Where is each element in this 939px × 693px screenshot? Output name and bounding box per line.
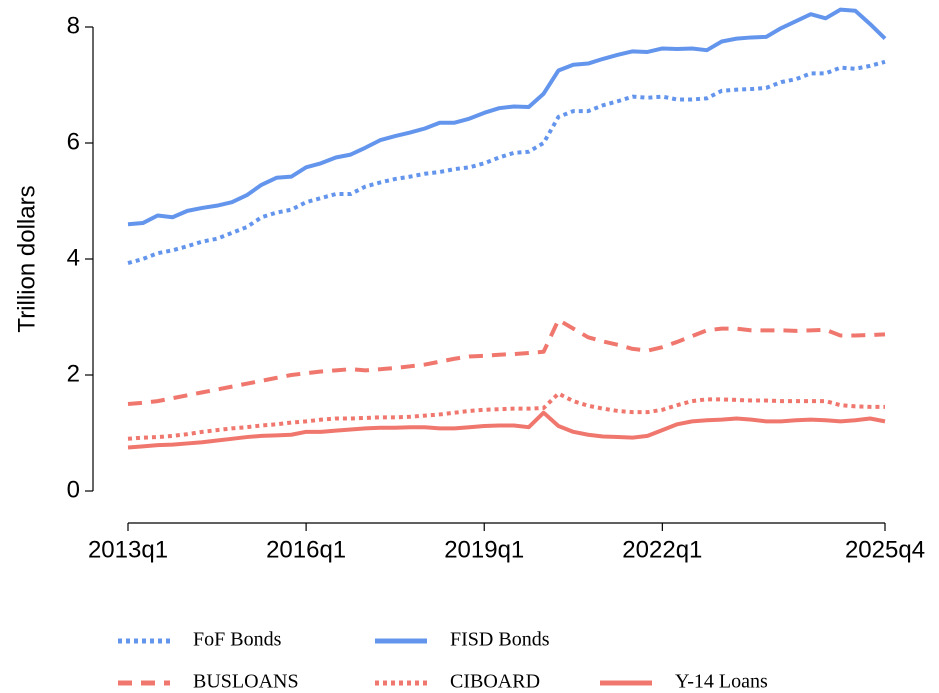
x-tick-label: 2019q1 [444,536,524,563]
legend-label: Y-14 Loans [675,671,768,693]
line-series [127,410,886,450]
legend-label: CIBOARD [450,671,540,693]
line-series [127,7,887,227]
line-series [127,59,886,265]
x-tick-label: 2013q1 [88,536,168,563]
legend-label: FoF Bonds [193,629,282,651]
x-tick-label: 2016q1 [266,536,346,563]
y-tick-label: 0 [67,476,80,503]
x-tick-label: 2022q1 [622,536,702,563]
line-series [127,391,885,441]
y-tick-label: 2 [67,360,80,387]
y-tick-label: 8 [67,12,80,39]
y-tick-label: 4 [67,244,80,271]
legend-label: FISD Bonds [450,629,550,651]
y-tick-label: 6 [67,128,80,155]
legend-label: BUSLOANS [193,671,299,693]
y-axis-label: Trillion dollars [13,185,40,332]
x-tick-label: 2025q4 [845,536,925,563]
line-series [127,317,886,406]
